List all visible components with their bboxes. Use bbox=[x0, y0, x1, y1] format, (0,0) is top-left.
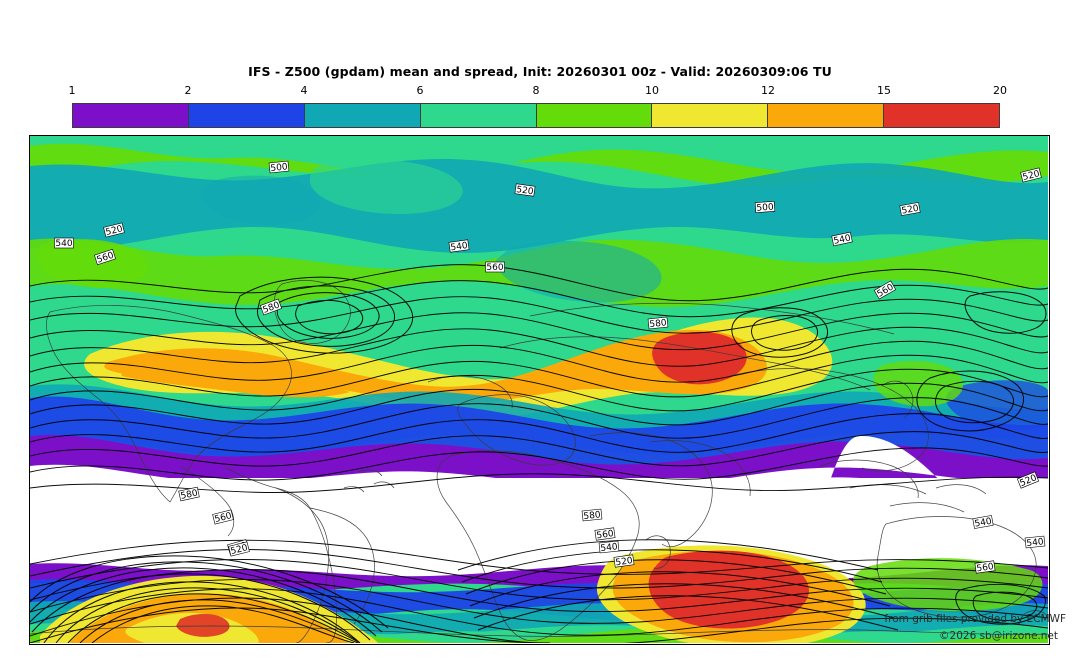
colorbar-tick-12: 12 bbox=[761, 84, 775, 97]
contour-label-text: 520 bbox=[615, 556, 634, 568]
contour-label-text: 560 bbox=[214, 511, 233, 525]
contour-label: 520 bbox=[514, 183, 536, 197]
contour-label-text: 520 bbox=[516, 185, 535, 197]
contour-label: 560 bbox=[974, 560, 996, 574]
contour-label: 540 bbox=[598, 540, 620, 554]
colorbar-tick-10: 10 bbox=[645, 84, 659, 97]
credit-copyright: ©2026 sb@irizone.net bbox=[939, 630, 1058, 642]
contour-label-text: 540 bbox=[974, 517, 993, 530]
colorbar-segment-1 bbox=[73, 104, 189, 127]
contour-label-text: 560 bbox=[596, 529, 615, 541]
colorbar-tick-15: 15 bbox=[877, 84, 891, 97]
colorbar-segments bbox=[72, 103, 1000, 128]
colorbar-segment-5 bbox=[536, 104, 653, 127]
colorbar-tick-1: 1 bbox=[68, 84, 76, 97]
colorbar-segment-6 bbox=[652, 104, 769, 127]
contour-label: 560 bbox=[212, 509, 234, 525]
colorbar-segment-2 bbox=[188, 104, 305, 127]
contour-label: 540 bbox=[972, 515, 994, 530]
contour-label-text: 580 bbox=[583, 510, 601, 522]
contour-label: 540 bbox=[1024, 535, 1046, 549]
contour-label: 520 bbox=[899, 202, 921, 217]
colorbar-segment-8 bbox=[884, 104, 999, 127]
credit-source: from grib files provided by ECMWF bbox=[884, 613, 1066, 625]
colorbar-tick-6: 6 bbox=[416, 84, 424, 97]
contour-label-text: 520 bbox=[901, 204, 920, 217]
contour-label-text: 540 bbox=[55, 239, 72, 249]
contour-label-text: 540 bbox=[450, 241, 469, 253]
contour-label-text: 540 bbox=[833, 233, 852, 246]
colorbar-tick-labels: 1 2 4 6 8 10 12 15 20 bbox=[68, 84, 1008, 100]
contour-label-text: 540 bbox=[600, 542, 618, 554]
colorbar-tick-20: 20 bbox=[993, 84, 1007, 97]
contour-label-text: 580 bbox=[649, 318, 667, 330]
contour-label-text: 520 bbox=[1022, 169, 1041, 183]
contour-label-text: 560 bbox=[976, 562, 995, 574]
contour-label: 540 bbox=[54, 237, 74, 249]
contour-label: 500 bbox=[268, 160, 290, 174]
contour-label-text: 580 bbox=[180, 488, 199, 501]
contour-label: 540 bbox=[831, 231, 853, 247]
contour-label: 520 bbox=[1020, 167, 1042, 183]
colorbar-tick-4: 4 bbox=[300, 84, 308, 97]
colorbar-segment-7 bbox=[768, 104, 885, 127]
colorbar-segment-4 bbox=[420, 104, 537, 127]
contour-label: 560 bbox=[594, 527, 616, 541]
page-title: IFS - Z500 (gpdam) mean and spread, Init… bbox=[248, 64, 832, 79]
spread-contour-map: 5005205005205205405205605405605405605805… bbox=[30, 136, 1048, 643]
contour-label: 560 bbox=[485, 261, 505, 273]
contour-label: 520 bbox=[613, 554, 635, 568]
contour-label: 580 bbox=[581, 508, 603, 522]
contour-label: 580 bbox=[647, 316, 669, 330]
contour-label: 500 bbox=[754, 201, 776, 214]
contour-label: 520 bbox=[228, 541, 250, 557]
map-panel: 500 520 500 520 520 540 520 560 540 560 540 560 580 5… bbox=[29, 135, 1050, 645]
contour-label: 540 bbox=[448, 239, 470, 253]
colorbar-tick-8: 8 bbox=[532, 84, 540, 97]
contour-label-text: 560 bbox=[486, 263, 503, 273]
contour-label-text: 520 bbox=[105, 224, 124, 238]
contour-label: 580 bbox=[178, 486, 200, 502]
contour-label-text: 520 bbox=[230, 543, 249, 557]
contour-label-text: 500 bbox=[270, 162, 288, 174]
contour-label: 520 bbox=[103, 222, 125, 238]
colorbar: 1 2 4 6 8 10 12 15 20 bbox=[68, 84, 1008, 128]
contour-label-text: 540 bbox=[1026, 537, 1044, 549]
contour-labels: 5005205005205205405205605405605405605805… bbox=[54, 160, 1046, 574]
contour-label-text: 500 bbox=[756, 203, 774, 214]
colorbar-segment-3 bbox=[304, 104, 421, 127]
colorbar-tick-2: 2 bbox=[184, 84, 192, 97]
